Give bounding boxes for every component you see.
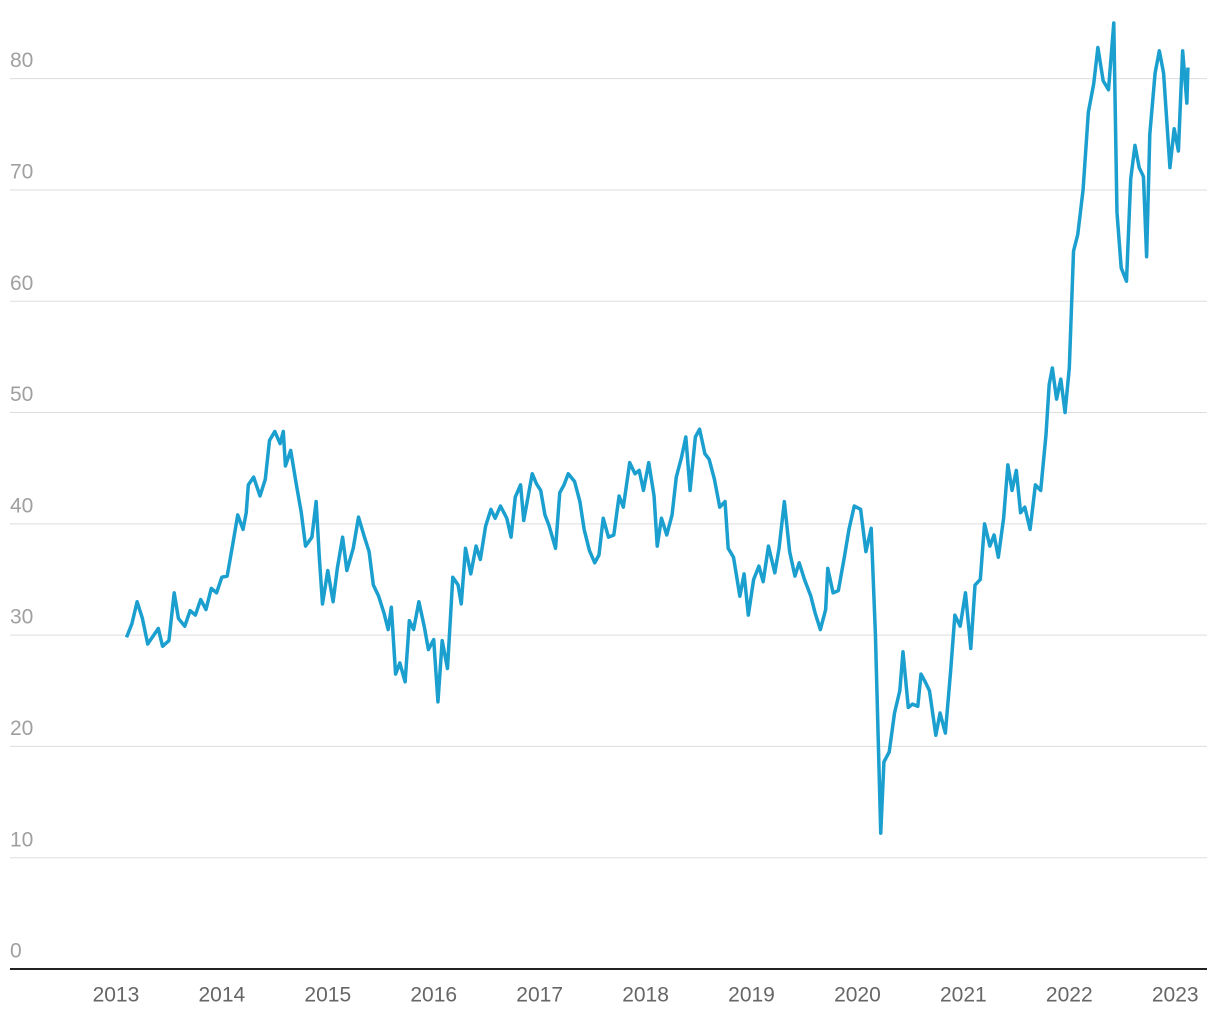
x-tick-label: 2015 xyxy=(304,984,351,1007)
x-tick-label: 2018 xyxy=(622,984,669,1007)
y-tick-label: 20 xyxy=(10,717,33,740)
x-tick-label: 2016 xyxy=(410,984,457,1007)
y-tick-label: 70 xyxy=(10,160,33,183)
x-tick-label: 2014 xyxy=(198,984,245,1007)
y-tick-label: 50 xyxy=(10,383,33,406)
x-tick-label: 2021 xyxy=(940,984,987,1007)
y-tick-label: 30 xyxy=(10,606,33,629)
y-tick-label: 80 xyxy=(10,49,33,72)
y-tick-label: 10 xyxy=(10,828,33,851)
x-tick-label: 2023 xyxy=(1152,984,1199,1007)
x-tick-label: 2017 xyxy=(516,984,563,1007)
x-tick-label: 2020 xyxy=(834,984,881,1007)
x-tick-label: 2019 xyxy=(728,984,775,1007)
y-tick-label: 0 xyxy=(10,940,22,963)
line xyxy=(124,21,1190,835)
x-tick-label: 2022 xyxy=(1046,984,1093,1007)
x-tick-label: 2013 xyxy=(93,984,140,1007)
y-tick-label: 60 xyxy=(10,272,33,295)
y-tick-label: 40 xyxy=(10,494,33,517)
